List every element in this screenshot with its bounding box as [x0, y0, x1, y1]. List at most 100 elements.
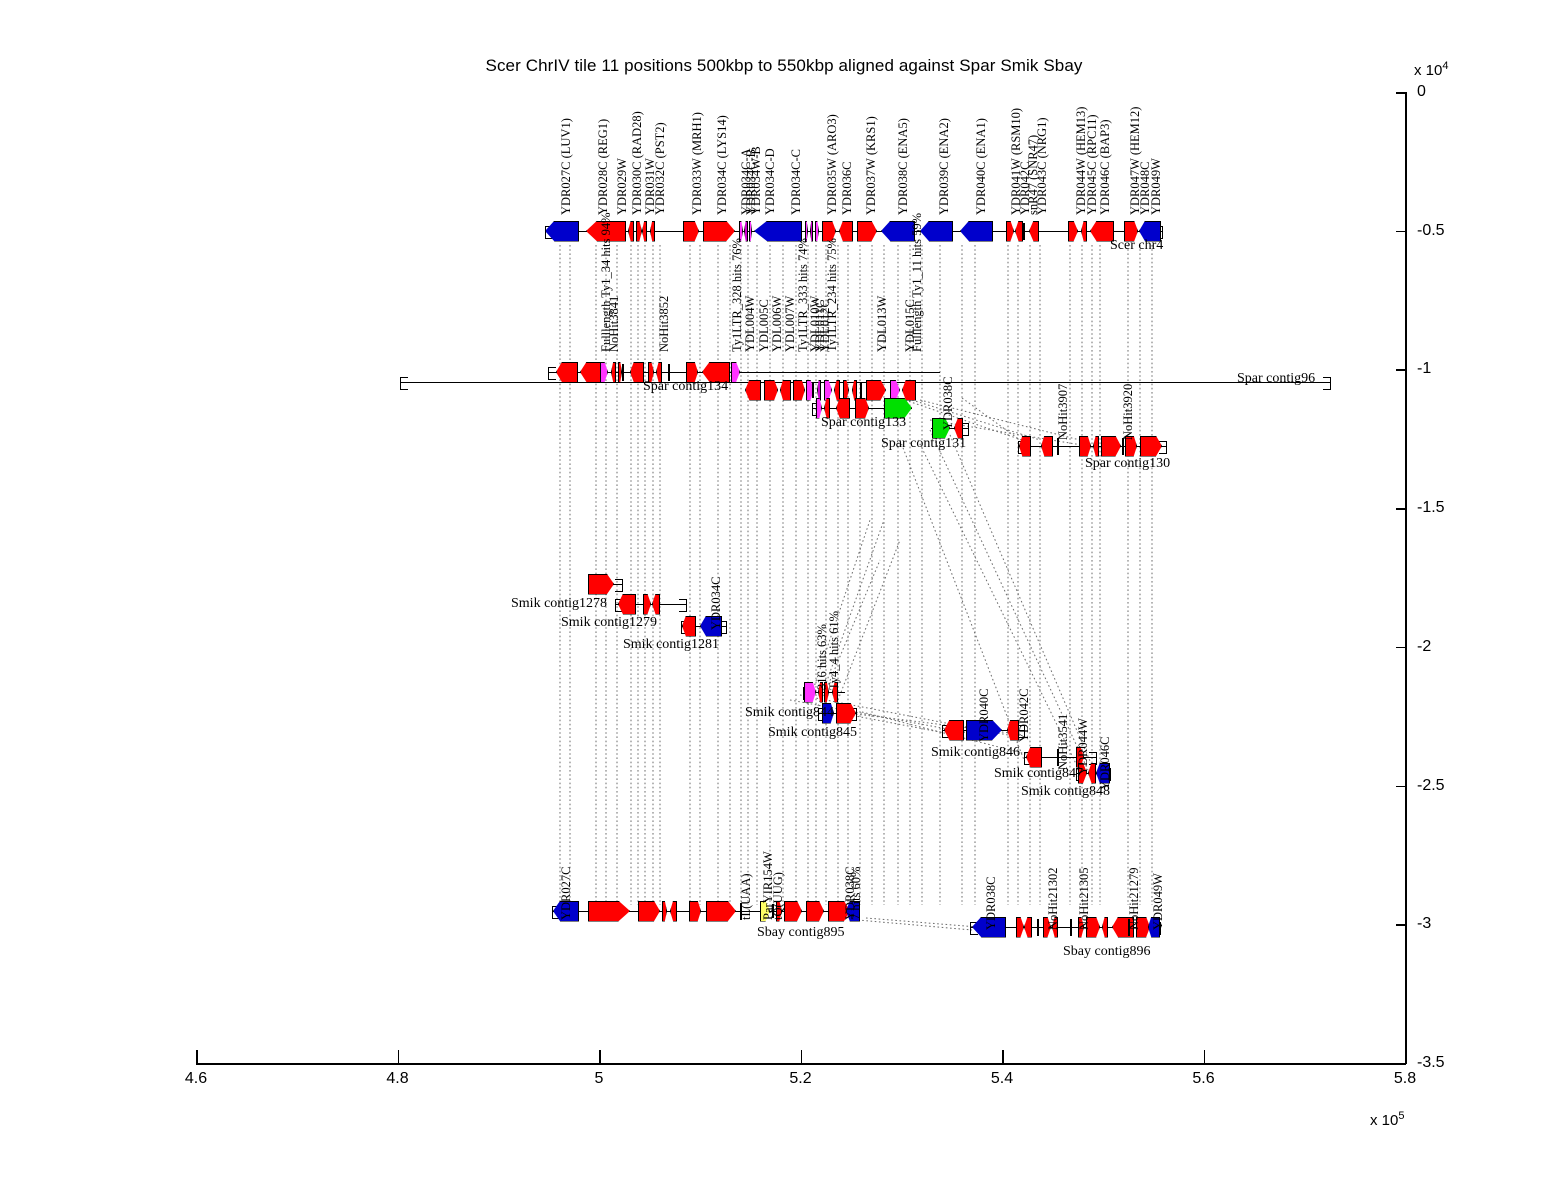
gene-arrow[interactable]	[588, 900, 630, 922]
gene-arrow[interactable]	[836, 702, 856, 724]
gene-arrow[interactable]	[1029, 220, 1039, 242]
gene-arrow[interactable]	[643, 593, 651, 615]
gene-arrow[interactable]	[556, 361, 578, 383]
gene-arrow[interactable]	[839, 220, 853, 242]
gene-arrow[interactable]	[793, 379, 805, 401]
gene-arrow[interactable]	[689, 900, 701, 922]
gene-arrow[interactable]	[1101, 435, 1121, 457]
gene-arrow[interactable]	[1124, 220, 1138, 242]
gene-arrow[interactable]	[638, 900, 660, 922]
gene-arrow[interactable]	[972, 916, 1006, 938]
gene-arrow[interactable]	[656, 361, 662, 383]
gene-arrow[interactable]	[1096, 762, 1110, 784]
gene-arrow[interactable]	[954, 417, 963, 439]
feature-tick[interactable]	[622, 363, 624, 381]
gene-arrow[interactable]	[545, 220, 579, 242]
gene-arrow[interactable]	[806, 900, 824, 922]
gene-arrow[interactable]	[1125, 435, 1137, 457]
gene-arrow[interactable]	[1140, 435, 1162, 457]
gene-arrow[interactable]	[1093, 435, 1099, 457]
gene-arrow[interactable]	[553, 900, 579, 922]
gene-arrow[interactable]	[881, 220, 915, 242]
feature-tick[interactable]	[1057, 748, 1059, 766]
gene-arrow[interactable]	[1081, 220, 1087, 242]
gene-arrow[interactable]	[1068, 220, 1078, 242]
gene-arrow[interactable]	[1090, 220, 1114, 242]
gene-arrow[interactable]	[932, 417, 950, 439]
gene-arrow[interactable]	[670, 900, 677, 922]
gene-arrow[interactable]	[764, 379, 778, 401]
gene-arrow[interactable]	[805, 220, 808, 242]
gene-arrow[interactable]	[1139, 220, 1161, 242]
gene-arrow[interactable]	[1148, 916, 1160, 938]
feature-tick[interactable]	[772, 904, 774, 918]
gene-arrow[interactable]	[1043, 916, 1051, 938]
gene-arrow[interactable]	[739, 220, 743, 242]
gene-arrow[interactable]	[1019, 435, 1031, 457]
gene-arrow[interactable]	[866, 379, 886, 401]
feature-tick[interactable]	[860, 382, 862, 398]
gene-arrow[interactable]	[586, 220, 626, 242]
gene-arrow[interactable]	[706, 900, 736, 922]
feature-tick[interactable]	[812, 382, 814, 398]
gene-arrow[interactable]	[1078, 762, 1087, 784]
gene-arrow[interactable]	[683, 220, 699, 242]
gene-arrow[interactable]	[588, 573, 614, 595]
gene-arrow[interactable]	[824, 681, 829, 703]
gene-arrow[interactable]	[731, 361, 740, 383]
gene-arrow[interactable]	[686, 361, 698, 383]
gene-arrow[interactable]	[804, 681, 816, 703]
gene-arrow[interactable]	[966, 719, 1002, 741]
gene-arrow[interactable]	[824, 397, 830, 419]
gene-arrow[interactable]	[832, 681, 838, 703]
feature-tick[interactable]	[1128, 918, 1130, 936]
gene-arrow[interactable]	[682, 615, 696, 637]
gene-arrow[interactable]	[822, 220, 836, 242]
gene-arrow[interactable]	[628, 220, 634, 242]
gene-arrow[interactable]	[834, 379, 840, 401]
gene-arrow[interactable]	[630, 361, 644, 383]
gene-arrow[interactable]	[960, 220, 993, 242]
feature-tick[interactable]	[740, 902, 742, 920]
gene-arrow[interactable]	[1026, 746, 1042, 768]
gene-arrow[interactable]	[810, 220, 813, 242]
gene-arrow[interactable]	[1024, 916, 1032, 938]
feature-tick[interactable]	[1023, 222, 1025, 240]
gene-arrow[interactable]	[1016, 916, 1024, 938]
gene-arrow[interactable]	[600, 361, 608, 383]
gene-arrow[interactable]	[648, 361, 654, 383]
gene-arrow[interactable]	[855, 397, 869, 419]
gene-arrow[interactable]	[902, 379, 916, 401]
gene-arrow[interactable]	[703, 220, 735, 242]
gene-arrow[interactable]	[852, 379, 857, 401]
feature-tick[interactable]	[668, 363, 670, 381]
gene-arrow[interactable]	[1086, 916, 1100, 938]
feature-tick[interactable]	[1057, 437, 1059, 455]
gene-arrow[interactable]	[744, 220, 748, 242]
gene-arrow[interactable]	[650, 220, 655, 242]
gene-arrow[interactable]	[618, 361, 622, 383]
gene-arrow[interactable]	[652, 593, 660, 615]
gene-arrow[interactable]	[749, 220, 752, 242]
gene-arrow[interactable]	[702, 361, 730, 383]
gene-arrow[interactable]	[700, 615, 722, 637]
gene-arrow[interactable]	[1006, 220, 1014, 242]
gene-arrow[interactable]	[618, 593, 636, 615]
gene-arrow[interactable]	[1041, 435, 1053, 457]
gene-arrow[interactable]	[784, 900, 802, 922]
gene-arrow[interactable]	[754, 220, 802, 242]
gene-arrow[interactable]	[611, 361, 616, 383]
gene-arrow[interactable]	[846, 900, 860, 922]
gene-arrow[interactable]	[1079, 435, 1091, 457]
gene-arrow[interactable]	[745, 379, 761, 401]
gene-arrow[interactable]	[760, 900, 770, 922]
feature-tick[interactable]	[1037, 918, 1039, 936]
gene-arrow[interactable]	[944, 719, 964, 741]
gene-arrow[interactable]	[1088, 762, 1096, 784]
gene-arrow[interactable]	[1007, 719, 1019, 741]
gene-arrow[interactable]	[780, 379, 791, 401]
gene-arrow[interactable]	[1015, 220, 1023, 242]
gene-arrow[interactable]	[822, 702, 834, 724]
gene-arrow[interactable]	[1052, 916, 1058, 938]
gene-arrow[interactable]	[642, 220, 647, 242]
